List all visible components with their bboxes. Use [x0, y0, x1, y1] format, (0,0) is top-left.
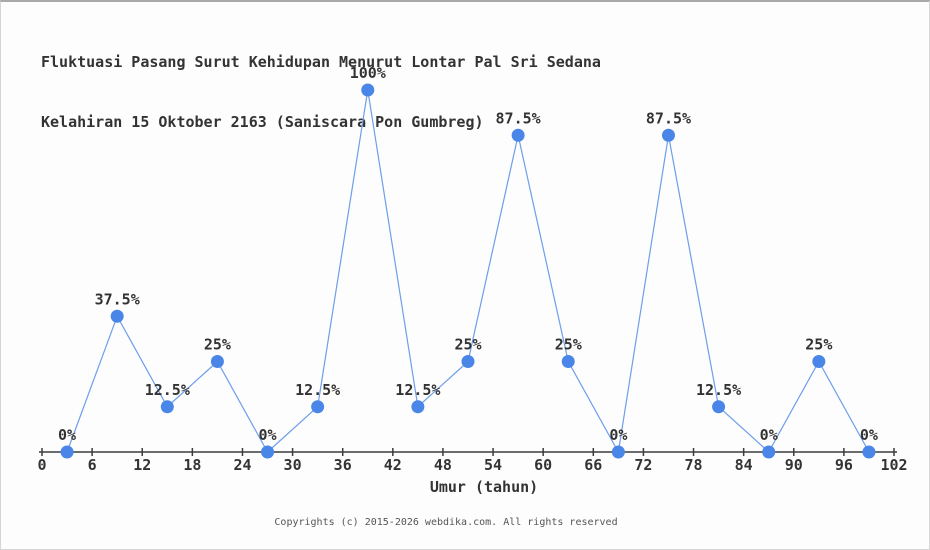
- data-point-label: 0%: [609, 426, 627, 444]
- data-point: [511, 128, 525, 142]
- data-point: [60, 445, 74, 459]
- x-axis-tick-label: 6: [88, 456, 97, 474]
- data-point: [210, 355, 224, 368]
- data-point: [461, 355, 475, 368]
- data-point: [862, 445, 876, 459]
- data-point: [712, 400, 726, 414]
- data-point-label: 87.5%: [646, 109, 691, 127]
- data-point-label: 87.5%: [496, 109, 541, 127]
- data-point-label: 25%: [204, 336, 231, 354]
- x-axis-tick-label: 66: [584, 456, 602, 474]
- x-axis-tick-label: 36: [334, 456, 352, 474]
- data-point-label: 12.5%: [696, 381, 741, 399]
- data-point-label: 12.5%: [145, 381, 190, 399]
- x-axis-tick-label: 48: [434, 456, 452, 474]
- chart-title-line2: Kelahiran 15 Oktober 2163 (Saniscara Pon…: [41, 113, 484, 131]
- x-axis-tick-label: 54: [484, 456, 502, 474]
- x-axis-tick-label: 42: [384, 456, 402, 474]
- data-point: [261, 445, 275, 459]
- data-point: [611, 445, 625, 459]
- data-point-label: 25%: [555, 336, 582, 354]
- data-point-label: 37.5%: [95, 290, 140, 308]
- data-point-label: 25%: [454, 336, 481, 354]
- data-point-label: 0%: [860, 426, 878, 444]
- data-point-label: 12.5%: [295, 381, 340, 399]
- x-axis-tick-label: 72: [634, 456, 652, 474]
- x-axis-tick-label: 0: [37, 456, 46, 474]
- data-point: [411, 400, 425, 414]
- data-point-label: 100%: [350, 64, 386, 82]
- data-point-label: 0%: [58, 426, 76, 444]
- x-axis-tick-label: 30: [284, 456, 302, 474]
- data-point: [311, 400, 325, 414]
- x-axis-label: Umur (tahun): [429, 478, 539, 496]
- x-axis-tick-label: 18: [183, 456, 201, 474]
- data-point-label: 0%: [760, 426, 778, 444]
- data-point: [361, 83, 375, 97]
- chart-title-line1: Fluktuasi Pasang Surut Kehidupan Menurut…: [41, 53, 601, 71]
- x-axis-tick-label: 24: [233, 456, 251, 474]
- data-point-label: 0%: [258, 426, 276, 444]
- copyright-text: Copyrights (c) 2015-2026 webdika.com. Al…: [274, 517, 618, 528]
- x-axis-tick-label: 78: [685, 456, 703, 474]
- data-point: [762, 445, 776, 459]
- chart-title: Fluktuasi Pasang Surut Kehidupan Menurut…: [41, 12, 601, 172]
- data-point: [812, 355, 826, 368]
- data-point-label: 25%: [805, 336, 832, 354]
- x-axis-tick-label: 84: [735, 456, 753, 474]
- data-point: [661, 128, 675, 142]
- data-point: [561, 355, 575, 368]
- x-axis-tick-label: 90: [785, 456, 803, 474]
- x-axis-tick-label: 12: [133, 456, 151, 474]
- x-axis-tick-label: 96: [835, 456, 853, 474]
- x-axis-tick-label: 102: [880, 456, 907, 474]
- x-axis-tick-label: 60: [534, 456, 552, 474]
- data-point: [160, 400, 174, 414]
- data-point-label: 12.5%: [395, 381, 440, 399]
- data-point: [110, 309, 124, 323]
